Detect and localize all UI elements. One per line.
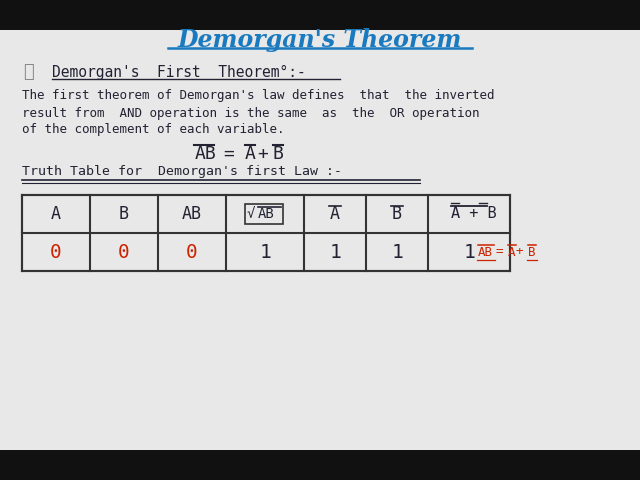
Text: B: B [119,205,129,223]
Bar [0,30,640,450]
Bar [245,204,283,224]
Text: =: = [496,245,504,259]
Text: A + B: A + B [451,206,497,221]
Text: Truth Table for  Demorgan's first Law :-: Truth Table for Demorgan's first Law :- [22,166,342,179]
Text: 0: 0 [50,242,62,262]
Text: of the complement of each variable.: of the complement of each variable. [22,123,285,136]
Text: 1: 1 [463,242,475,262]
Bar [22,195,510,271]
Text: A: A [245,145,256,163]
Text: AB: AB [478,245,493,259]
Text: 0: 0 [186,242,198,262]
Text: AB: AB [195,145,217,163]
Text: A: A [508,245,515,259]
Text: B: B [392,205,402,223]
Text: =: = [223,145,234,163]
Text: Demorgan's  First  Theorem°:-: Demorgan's First Theorem°:- [52,64,306,80]
Text: √: √ [247,207,255,221]
Text: +: + [257,145,268,163]
Text: 👍: 👍 [22,63,33,81]
Text: B: B [273,145,284,163]
Text: B: B [528,245,536,259]
Text: AB: AB [182,205,202,223]
Text: A: A [330,205,340,223]
Text: Demorgan's Theorem: Demorgan's Theorem [178,28,462,52]
Text: 1: 1 [329,242,341,262]
Text: 0: 0 [118,242,130,262]
Text: AB: AB [258,207,275,221]
Text: 1: 1 [391,242,403,262]
Text: result from  AND operation is the same  as  the  OR operation: result from AND operation is the same as… [22,107,479,120]
Text: The first theorem of Demorgan's law defines  that  the inverted: The first theorem of Demorgan's law defi… [22,89,495,103]
Text: +: + [516,245,524,259]
Text: 1: 1 [259,242,271,262]
Text: A: A [51,205,61,223]
